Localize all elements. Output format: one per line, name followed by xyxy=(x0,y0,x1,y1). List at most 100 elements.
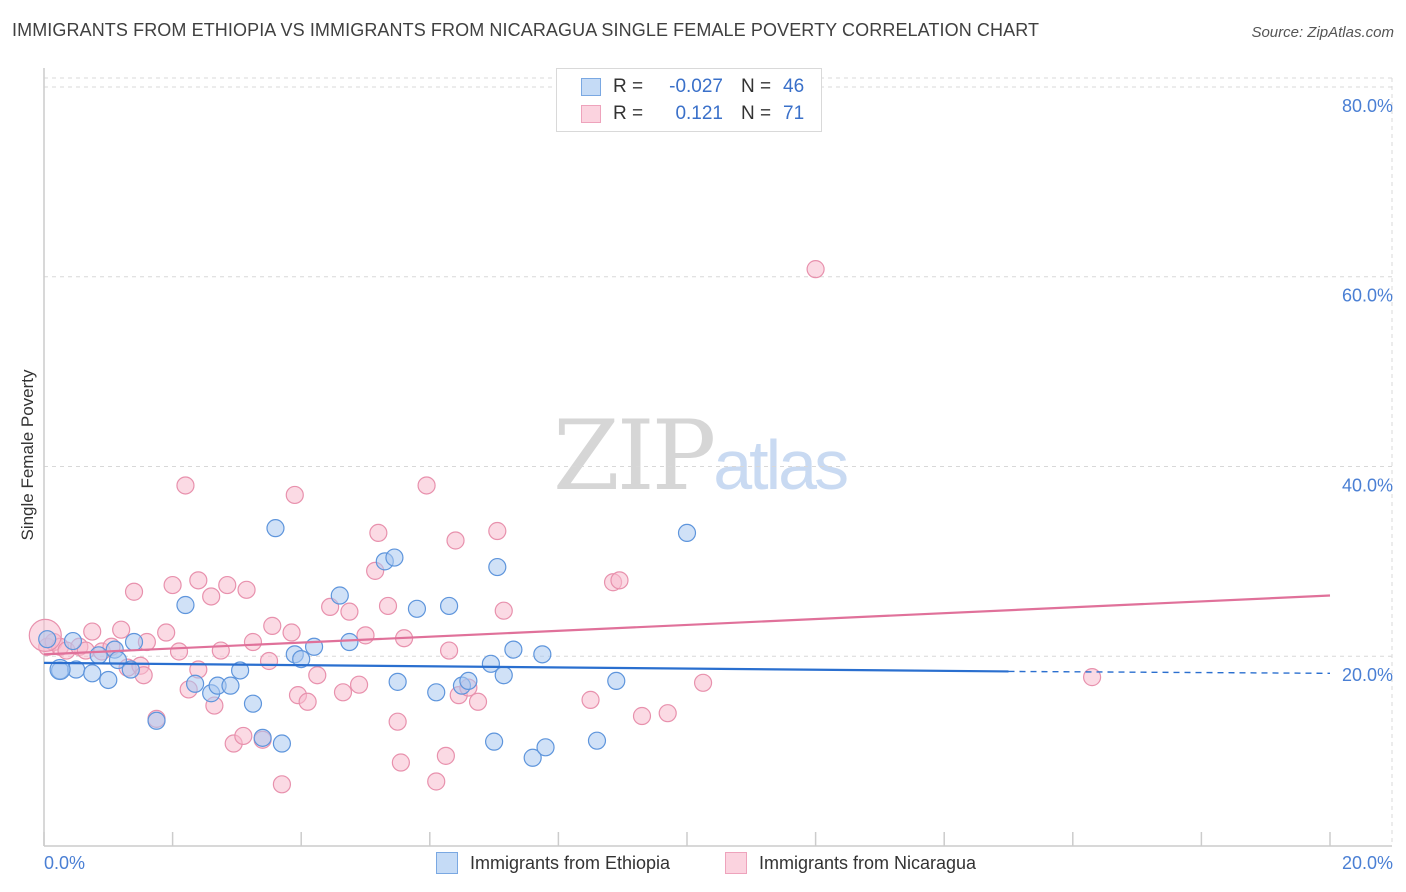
stats-row-nicaragua: R = 0.121 N = 71 xyxy=(581,102,804,126)
ethiopia-point xyxy=(439,596,459,616)
nicaragua-point xyxy=(388,712,407,731)
ethiopia-point xyxy=(83,664,102,683)
nicaragua-point xyxy=(468,692,488,711)
nicaragua-point xyxy=(356,626,375,645)
ethiopia-point-cluster xyxy=(49,658,71,681)
watermark-atlas: atlas xyxy=(713,426,849,504)
r-label: R = xyxy=(613,76,644,97)
n-label: N = xyxy=(741,76,772,97)
nicaragua-point xyxy=(243,632,263,652)
nicaragua-point xyxy=(83,622,102,641)
nicaragua-point xyxy=(488,521,507,541)
ethiopia-point xyxy=(485,732,504,751)
ethiopia-point xyxy=(330,586,349,605)
nicaragua-swatch xyxy=(581,105,601,123)
ethiopia-point xyxy=(388,672,407,691)
ethiopia-trend-extension xyxy=(1008,670,1331,675)
nicaragua-point xyxy=(494,601,513,620)
nicaragua-point xyxy=(112,620,131,639)
legend-label-nicaragua: Immigrants from Nicaragua xyxy=(759,852,977,873)
legend-item-nicaragua: Immigrants from Nicaragua xyxy=(725,852,976,874)
ethiopia-point xyxy=(221,676,240,695)
ethiopia-point xyxy=(340,632,359,652)
ethiopia-point xyxy=(523,748,542,767)
ethiopia-point xyxy=(89,646,108,665)
nicaragua-point xyxy=(417,476,436,495)
nicaragua-point xyxy=(124,582,144,601)
nicaragua-point xyxy=(391,753,410,772)
nicaragua-point xyxy=(806,260,825,279)
ethiopia-point xyxy=(536,738,555,757)
ethiopia-points xyxy=(38,519,697,767)
n-value: 71 xyxy=(783,103,805,124)
ethiopia-point xyxy=(272,734,292,753)
nicaragua-point xyxy=(176,476,195,495)
nicaragua-point xyxy=(658,704,677,723)
watermark: ZIPatlas xyxy=(553,400,849,512)
nicaragua-point xyxy=(285,485,304,505)
nicaragua-point xyxy=(693,673,713,692)
nicaragua-point xyxy=(282,623,301,642)
ethiopia-point xyxy=(488,557,507,577)
ethiopia-point xyxy=(677,523,697,543)
chart-title: IMMIGRANTS FROM ETHIOPIA VS IMMIGRANTS F… xyxy=(12,20,1040,40)
ethiopia-point xyxy=(38,630,57,649)
nicaragua-point xyxy=(369,523,388,543)
ethiopia-point xyxy=(481,654,500,673)
n-value: 46 xyxy=(783,76,805,97)
nicaragua-point xyxy=(349,675,369,694)
source-label: Source: ZipAtlas.com xyxy=(1251,24,1394,41)
nicaragua-point xyxy=(340,602,359,621)
ethiopia-point xyxy=(99,670,118,690)
ethiopia-point xyxy=(253,728,272,747)
series-legend: Immigrants from Ethiopia Immigrants from… xyxy=(0,852,1406,878)
nicaragua-point xyxy=(298,692,317,711)
nicaragua-point xyxy=(259,651,279,671)
nicaragua-point xyxy=(169,642,189,661)
nicaragua-legend-swatch xyxy=(725,852,747,874)
ethiopia-point xyxy=(385,548,404,567)
axes xyxy=(43,68,1392,847)
nicaragua-trend-line xyxy=(43,594,1331,656)
nicaragua-point xyxy=(308,666,327,685)
ethiopia-point xyxy=(607,671,626,691)
nicaragua-point xyxy=(237,580,256,599)
nicaragua-point xyxy=(163,575,182,595)
nicaragua-point xyxy=(1082,668,1102,687)
r-label: R = xyxy=(613,103,644,124)
nicaragua-point xyxy=(446,531,465,550)
nicaragua-point xyxy=(632,706,652,726)
stats-legend: R = -0.027 N = 46 R = 0.121 N = 71 xyxy=(556,68,822,132)
r-value: 0.121 xyxy=(675,103,723,124)
stats-row-ethiopia: R = -0.027 N = 46 xyxy=(581,75,804,99)
tick-labels: 20.0% 40.0% 60.0% 80.0% 0.0% 20.0% xyxy=(44,96,1393,873)
nicaragua-point xyxy=(333,683,353,702)
ethiopia-point xyxy=(124,632,144,652)
y-tick-label: 20.0% xyxy=(1342,665,1393,685)
ethiopia-point xyxy=(427,683,446,702)
ethiopia-point xyxy=(587,731,607,750)
nicaragua-point xyxy=(610,571,629,590)
ethiopia-point xyxy=(121,660,140,679)
nicaragua-point xyxy=(581,690,600,709)
r-value: -0.027 xyxy=(669,76,723,97)
nicaragua-point xyxy=(272,775,292,794)
nicaragua-point xyxy=(189,571,208,590)
y-tick-label: 60.0% xyxy=(1342,286,1393,306)
legend-label-ethiopia: Immigrants from Ethiopia xyxy=(470,852,671,873)
nicaragua-point xyxy=(211,641,230,660)
ethiopia-trend-line xyxy=(43,661,1009,673)
x-tick-label-min: 0.0% xyxy=(44,853,85,873)
ethiopia-point xyxy=(243,694,263,713)
nicaragua-point xyxy=(234,726,253,746)
legend-item-ethiopia: Immigrants from Ethiopia xyxy=(436,852,670,874)
ethiopia-point xyxy=(407,599,427,618)
nicaragua-points xyxy=(28,260,1102,794)
ethiopia-point xyxy=(147,711,166,730)
watermark-zip: ZIP xyxy=(553,400,716,512)
ethiopia-point xyxy=(494,666,513,685)
ethiopia-point xyxy=(176,595,195,615)
nicaragua-point xyxy=(427,772,446,791)
n-label: N = xyxy=(741,103,772,124)
